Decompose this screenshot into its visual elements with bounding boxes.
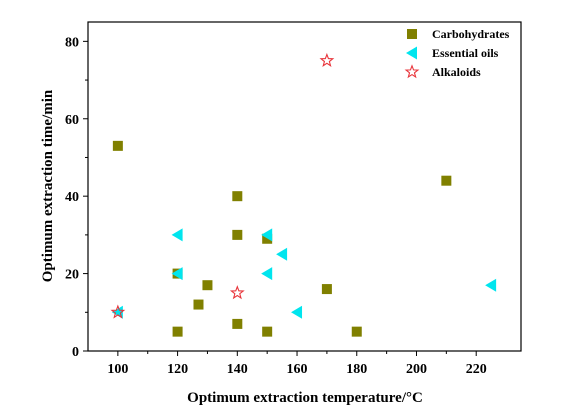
carbohydrate-point xyxy=(351,326,362,337)
x-axis-ticks: 100 120 140 160 180 200 220 xyxy=(107,351,487,377)
y-axis-ticks: 0 20 40 60 80 xyxy=(65,35,88,360)
essential-oil-point xyxy=(261,267,273,281)
essential-oil-point xyxy=(276,247,288,261)
x-tick-label: 100 xyxy=(107,362,128,377)
carbohydrate-point xyxy=(321,284,332,295)
alkaloid-point xyxy=(110,304,126,319)
x-tick-label: 200 xyxy=(406,362,427,377)
carbohydrate-point xyxy=(193,299,204,310)
carbohydrate-point xyxy=(232,191,243,202)
x-tick-label: 220 xyxy=(466,362,487,377)
essential-oil-point xyxy=(261,228,273,242)
x-tick-label: 180 xyxy=(346,362,367,377)
y-axis-title: Optimum extraction time/min xyxy=(40,89,56,282)
carbohydrate-point xyxy=(262,326,273,337)
carbohydrate-point xyxy=(232,318,243,329)
alkaloid-point xyxy=(229,285,245,300)
legend-triangle-icon xyxy=(406,46,417,60)
x-tick-label: 160 xyxy=(287,362,308,377)
essential-oil-point xyxy=(485,278,497,292)
essential-oil-point xyxy=(111,305,123,319)
essential-oil-point xyxy=(291,305,303,319)
essential-oil-point xyxy=(171,228,183,242)
y-tick-label: 20 xyxy=(65,268,79,283)
carbohydrate-point xyxy=(202,280,213,291)
y-tick-label: 0 xyxy=(72,345,79,360)
data-points xyxy=(110,52,497,337)
x-tick-label: 140 xyxy=(227,362,248,377)
carbohydrate-point xyxy=(172,326,183,337)
y-tick-label: 60 xyxy=(65,113,79,128)
x-axis-title: Optimum extraction temperature/°C xyxy=(187,390,423,406)
essential-oil-point xyxy=(171,267,183,281)
y-tick-label: 40 xyxy=(65,190,79,205)
plot-frame xyxy=(87,21,522,352)
x-tick-label: 120 xyxy=(167,362,188,377)
legend-label: Essential oils xyxy=(432,46,499,60)
alkaloid-point xyxy=(319,52,335,67)
y-tick-label: 80 xyxy=(65,35,79,50)
legend-label: Alkaloids xyxy=(432,65,481,79)
legend-star-icon xyxy=(404,64,420,79)
carbohydrate-point xyxy=(441,175,452,186)
carbohydrate-point xyxy=(262,233,273,244)
legend-square-icon xyxy=(407,29,417,39)
carbohydrate-point xyxy=(112,140,123,151)
legend: Carbohydrates Essential oils Alkaloids xyxy=(404,27,510,79)
carbohydrate-point xyxy=(232,229,243,240)
legend-label: Carbohydrates xyxy=(432,27,510,41)
